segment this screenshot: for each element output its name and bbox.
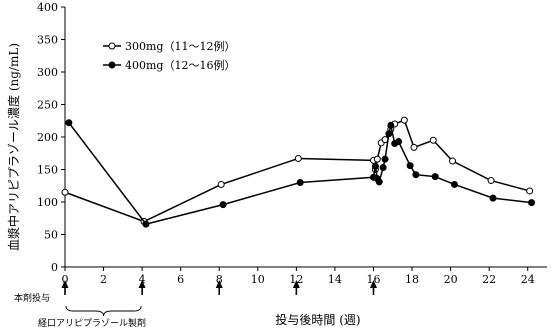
series-point-filled [65, 119, 73, 127]
series-point-open [61, 188, 69, 196]
series-point-filled [375, 178, 383, 186]
legend-label: 400mg（12～16例） [125, 58, 235, 72]
y-tick-label: 150 [37, 164, 58, 177]
series-point-filled [431, 173, 439, 181]
series-point-open [487, 177, 495, 185]
x-tick-label: 8 [216, 273, 223, 286]
series-point-filled [412, 171, 420, 179]
x-tick-label: 10 [251, 273, 265, 286]
series-point-filled [387, 121, 395, 129]
x-tick-label: 16 [366, 273, 380, 286]
legend-marker [108, 61, 116, 69]
x-tick-label: 22 [482, 273, 496, 286]
dosing-arrow-head [138, 280, 146, 288]
series-point-filled [385, 130, 393, 138]
oral-dosing-brace [65, 305, 142, 317]
y-tick-label: 50 [44, 229, 58, 242]
series-point-filled [379, 164, 387, 172]
dosing-arrow-head [215, 280, 223, 288]
series-point-filled [219, 201, 227, 209]
x-tick-label: 24 [521, 273, 535, 286]
series-point-filled [371, 162, 379, 170]
dosing-arrow-head [292, 280, 300, 288]
x-tick-label: 0 [62, 273, 69, 286]
series-point-open [449, 157, 457, 165]
x-tick-label: 12 [289, 273, 303, 286]
series-point-filled [406, 162, 414, 170]
series-point-open [526, 187, 534, 195]
series-point-open [429, 136, 437, 144]
x-tick-label: 20 [444, 273, 458, 286]
series-point-open [294, 154, 302, 162]
y-tick-label: 300 [37, 66, 58, 79]
series-point-filled [450, 180, 458, 188]
legend-label: 300mg（11～12例） [125, 39, 235, 53]
series-point-filled [296, 179, 304, 186]
x-tick-label: 4 [139, 273, 146, 286]
y-axis-title: 血漿中アリピプラゾール濃度 (ng/mL) [6, 43, 21, 251]
x-tick-label: 18 [405, 273, 419, 286]
dose-label: 本剤投与 [14, 292, 50, 304]
legend-marker [108, 42, 116, 50]
series-point-filled [489, 194, 497, 202]
y-tick-label: 100 [37, 196, 58, 209]
series-point-open [217, 180, 225, 188]
series-point-open [410, 143, 418, 151]
y-tick-label: 0 [51, 261, 58, 274]
y-tick-label: 350 [37, 34, 58, 47]
y-tick-label: 200 [37, 131, 58, 144]
x-tick-label: 2 [100, 273, 107, 286]
y-tick-label: 400 [37, 1, 58, 14]
series-point-filled [395, 138, 403, 146]
series-point-open [373, 155, 381, 163]
series-point-filled [381, 155, 389, 163]
series-line [64, 119, 530, 223]
y-tick-label: 250 [37, 99, 58, 112]
x-tick-label: 6 [177, 273, 184, 286]
oral-dosing-label: 経口アリピプラゾール製剤 [38, 317, 146, 329]
dosing-arrow-head [61, 280, 69, 288]
x-axis-title: 投与後時間 (週) [275, 312, 360, 327]
x-tick-label: 14 [328, 273, 342, 286]
series-point-filled [142, 220, 150, 228]
dosing-arrow-head [369, 280, 377, 288]
series-line [68, 122, 532, 225]
series-point-filled [528, 199, 536, 207]
series-point-open [400, 116, 408, 124]
